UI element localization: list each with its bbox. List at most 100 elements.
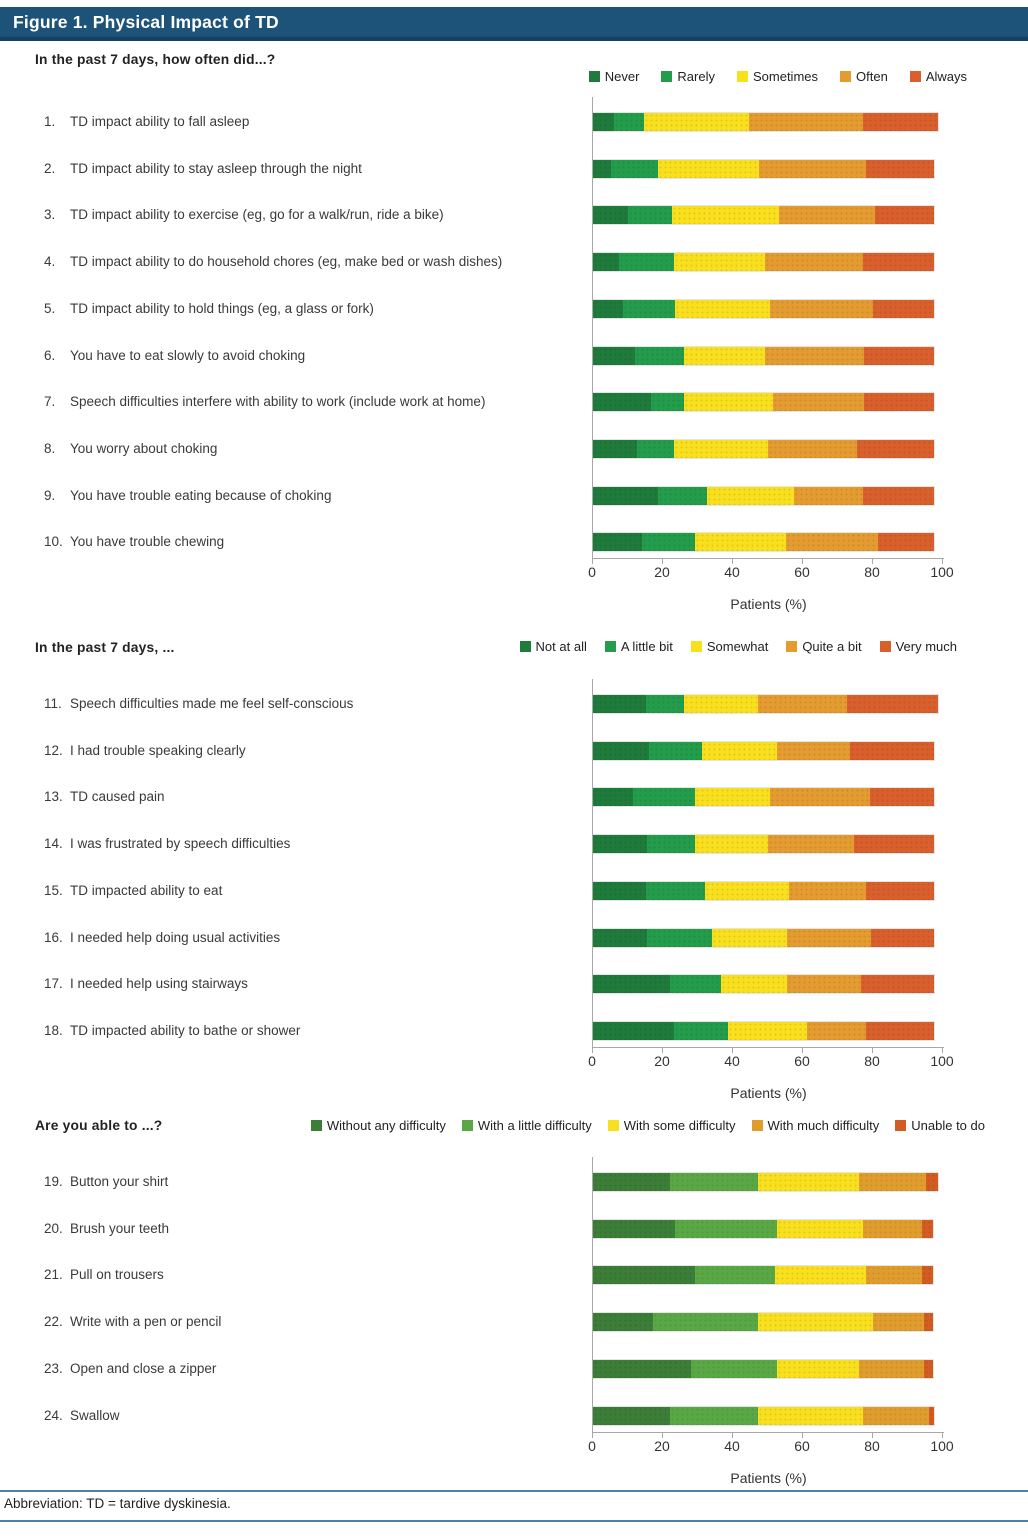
stacked-bar	[593, 533, 935, 552]
stacked-bar	[593, 206, 935, 225]
legend-swatch-icon	[736, 71, 748, 82]
bar-segment	[757, 1173, 859, 1191]
bar-segment	[635, 346, 684, 365]
item-number: 3.	[44, 207, 56, 223]
legend-item: Unable to do	[895, 1118, 985, 1133]
chart-row: 14. I was frustrated by speech difficulti…	[0, 835, 1028, 854]
chart-row: 4. TD impact ability to do household chor…	[0, 253, 1028, 272]
bar-segment	[694, 788, 770, 807]
item-label: Swallow	[70, 1407, 120, 1423]
item-number: 10.	[44, 534, 63, 550]
legend-label: Always	[925, 69, 967, 84]
item-number: 7.	[44, 394, 56, 410]
bar-segment	[593, 113, 614, 131]
footer-rule-bottom	[0, 1520, 1028, 1522]
x-axis-label: Patients (%)	[730, 1469, 807, 1486]
bar-segment	[593, 741, 649, 760]
chart-row: 10. You have trouble chewing	[0, 533, 1028, 552]
x-axis-label: Patients (%)	[730, 596, 807, 613]
item-number: 5.	[44, 300, 56, 316]
stacked-bar	[593, 439, 935, 458]
axis-tick	[662, 559, 663, 565]
bar-segment	[757, 1406, 863, 1425]
bar-segment	[610, 159, 658, 178]
bar-segment	[769, 788, 870, 807]
bar-segment	[649, 741, 702, 760]
bar-segment	[593, 695, 646, 713]
bar-segment	[593, 533, 642, 552]
legend-swatch-icon	[786, 641, 798, 652]
bar-segment	[757, 695, 847, 713]
bar-segment	[645, 881, 705, 900]
chart-row: 3. TD impact ability to exercise (eg, go …	[0, 206, 1028, 225]
item-number: 23.	[44, 1360, 63, 1376]
item-number: 2.	[44, 160, 56, 176]
bar-segment	[647, 835, 695, 854]
legend-item: With some difficulty	[607, 1118, 736, 1133]
bar-segment	[866, 1021, 935, 1040]
bar-segment	[694, 533, 786, 552]
chart-row: 2. TD impact ability to stay asleep throu…	[0, 159, 1028, 178]
legend-label: A little bit	[620, 639, 673, 654]
bar-segment	[873, 299, 935, 318]
bar-segment	[691, 1359, 777, 1378]
bar-segment	[776, 1219, 863, 1238]
item-label: You worry about choking	[70, 440, 218, 456]
axis-tick	[942, 559, 943, 565]
item-label: Speech difficulties interfere with abili…	[70, 394, 486, 410]
legend-swatch-icon	[661, 71, 673, 82]
chart-row: 19. Button your shirt	[0, 1173, 1028, 1191]
bar-segment	[862, 1406, 929, 1425]
stacked-bar	[593, 928, 935, 947]
bar-segment	[628, 206, 672, 225]
legend-swatch-icon	[895, 1120, 907, 1131]
bar-segment	[673, 253, 765, 272]
stacked-bar	[593, 1021, 935, 1040]
item-label: Write with a pen or pencil	[70, 1314, 222, 1330]
bar-segment	[775, 1266, 866, 1285]
axis-tick	[802, 559, 803, 565]
bar-segment	[593, 928, 648, 947]
stacked-bar	[593, 881, 935, 900]
bar-segment	[859, 1359, 924, 1378]
chart-row: 9. You have trouble eating because of cho…	[0, 486, 1028, 505]
axis-tick-label: 0	[588, 1052, 596, 1069]
item-number: 24.	[44, 1407, 63, 1423]
footer-rule-top	[0, 1490, 1028, 1492]
bar-segment	[694, 835, 768, 854]
axis-tick	[732, 559, 733, 565]
stacked-bar	[593, 975, 935, 994]
axis-tick-label: 80	[864, 1437, 880, 1454]
bar-segment	[853, 835, 935, 854]
chart-row: 22. Write with a pen or pencil	[0, 1313, 1028, 1332]
bar-segment	[862, 1219, 922, 1238]
axis-tick	[662, 1432, 663, 1438]
bar-segment	[593, 975, 670, 994]
bar-segment	[643, 113, 749, 131]
bar-segment	[593, 486, 658, 505]
item-label: TD impact ability to stay asleep through…	[70, 160, 362, 176]
bar-segment	[862, 253, 935, 272]
bar-segment	[773, 393, 865, 412]
item-label: Pull on trousers	[70, 1267, 164, 1283]
bar-segment	[768, 439, 858, 458]
item-number: 17.	[44, 976, 63, 992]
bar-segment	[593, 439, 637, 458]
item-number: 12.	[44, 742, 63, 758]
legend-swatch-icon	[909, 71, 921, 82]
bar-segment	[922, 1219, 933, 1238]
axis-tick	[592, 1432, 593, 1438]
axis-tick-label: 40	[724, 564, 740, 581]
legend-label: Not at all	[535, 639, 587, 654]
bar-segment	[846, 695, 938, 713]
bar-segment	[642, 533, 695, 552]
item-number: 6.	[44, 347, 56, 363]
legend-label: With much difficulty	[767, 1118, 880, 1133]
legend: Not at all A little bit Somewhat Quite a bi…	[519, 639, 957, 654]
legend-swatch-icon	[690, 641, 702, 652]
legend-item: Without any difficulty	[310, 1118, 446, 1133]
item-number: 14.	[44, 836, 63, 852]
axis-tick	[802, 1047, 803, 1053]
